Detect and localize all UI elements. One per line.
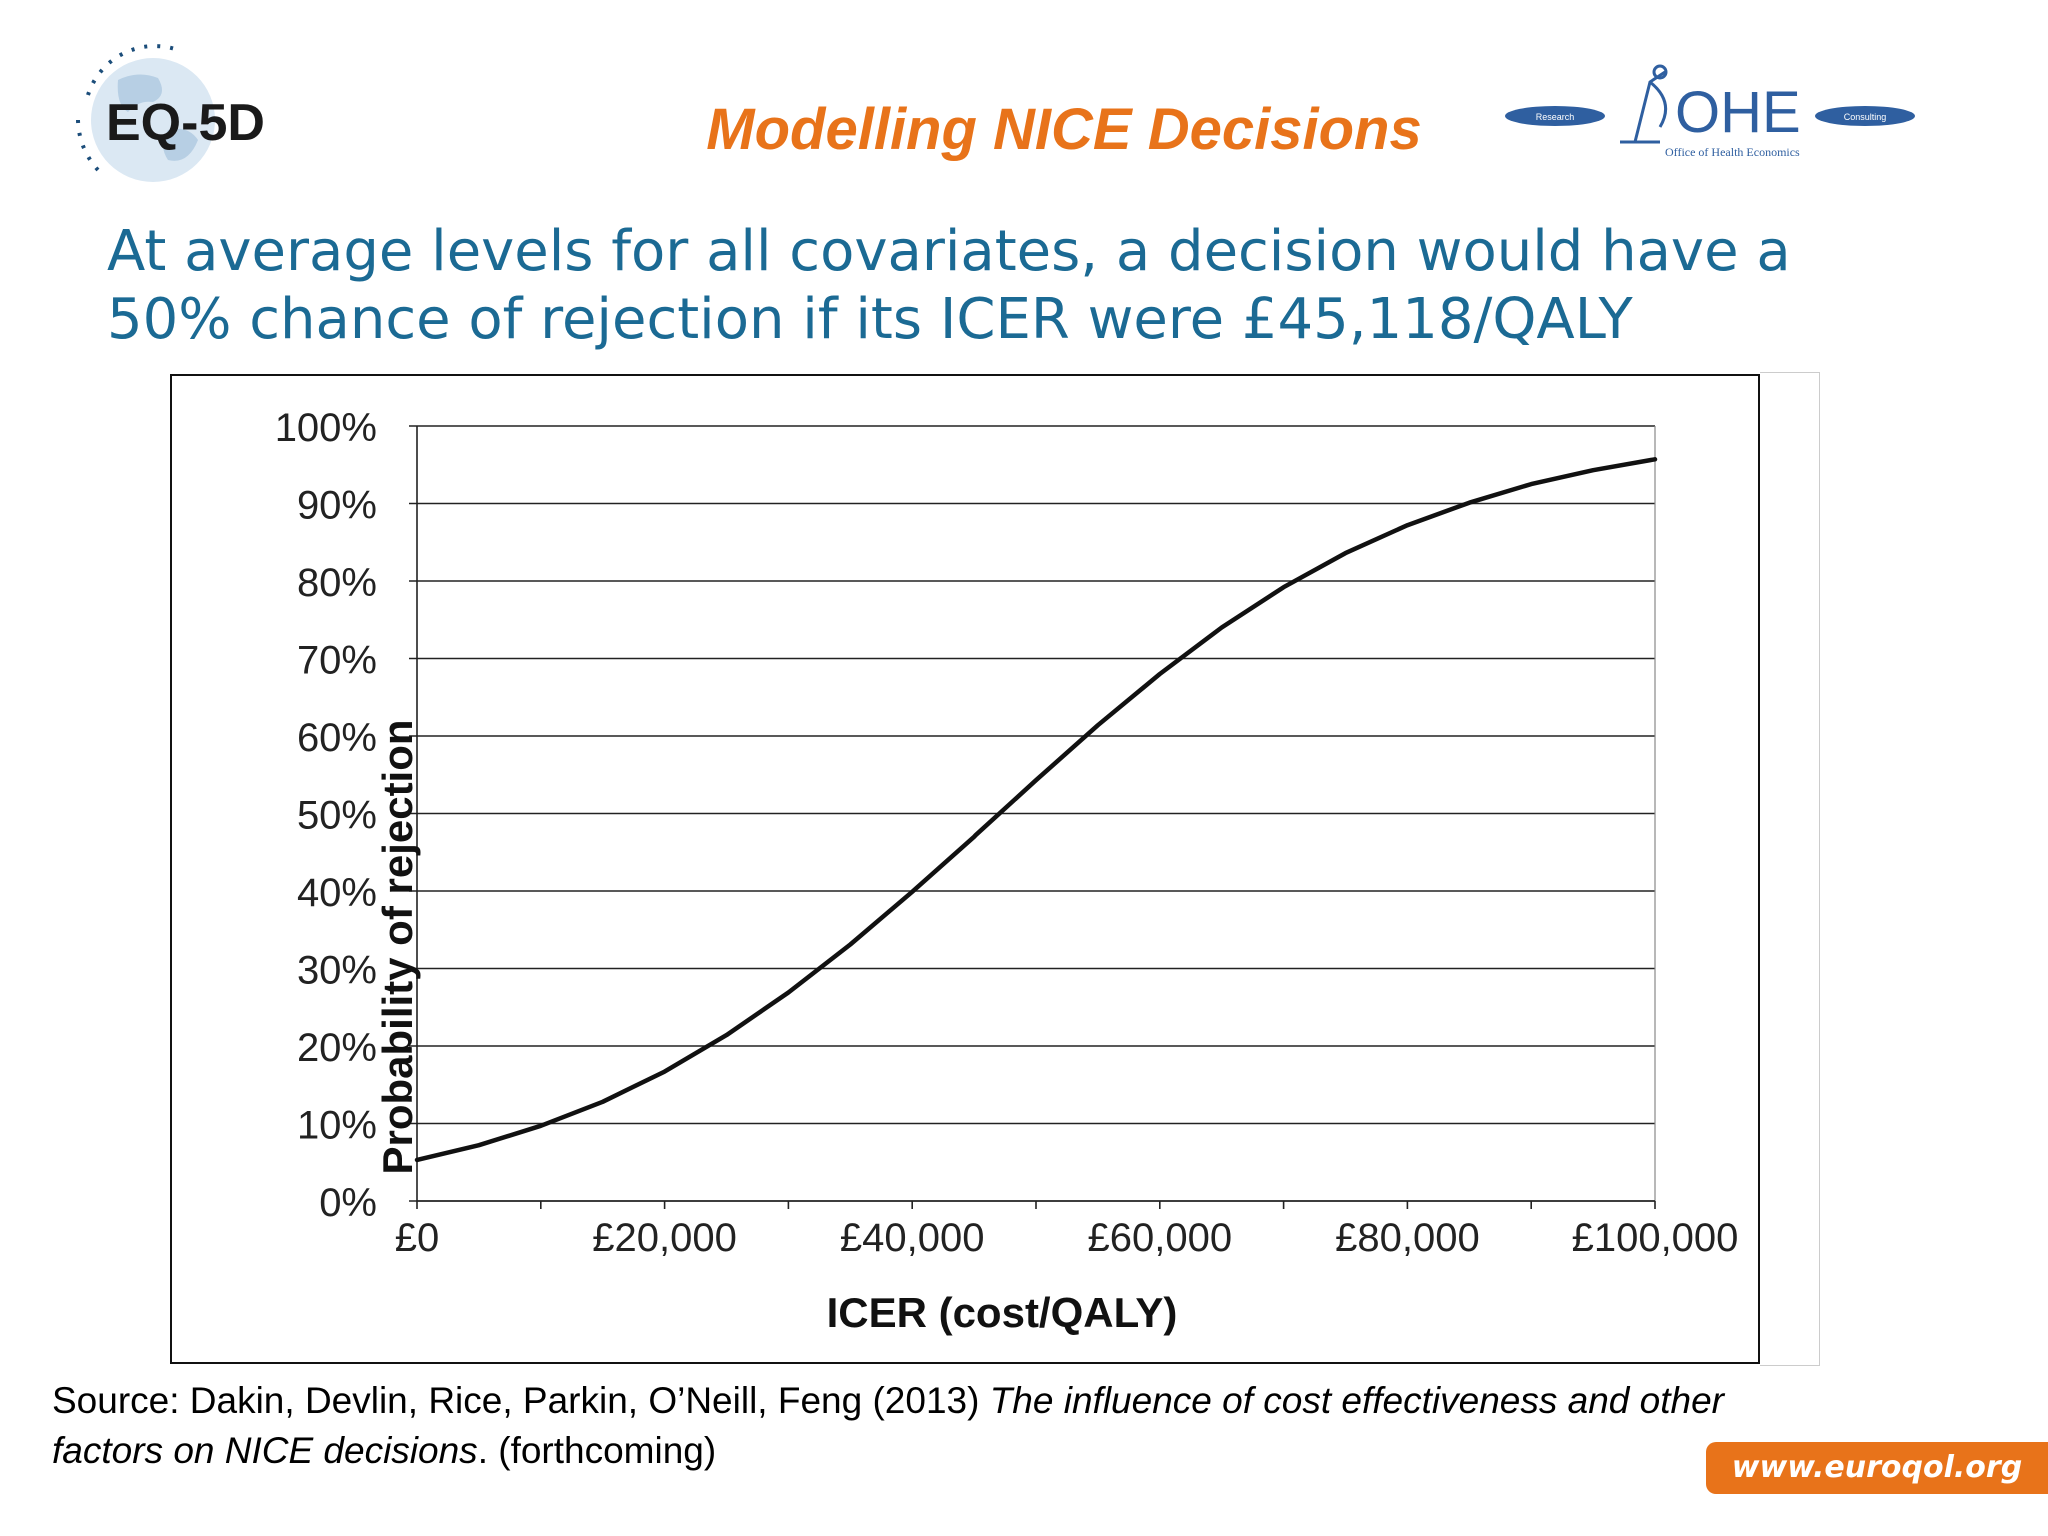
x-tick-label: £100,000 [1572,1216,1739,1260]
ohe-logo-subtitle: Office of Health Economics [1665,145,1800,159]
y-tick-label: 70% [297,639,377,683]
x-tick-label: £0 [395,1216,440,1260]
gridlines [409,425,1655,1202]
source-prefix: Source: Dakin, Devlin, Rice, Parkin, O’N… [52,1380,990,1421]
x-tick-label: £40,000 [840,1216,985,1260]
y-tick-label: 100% [275,406,377,450]
source-citation: Source: Dakin, Devlin, Rice, Parkin, O’N… [52,1376,1952,1476]
y-tick-label: 30% [297,949,377,993]
x-tick-label: £20,000 [592,1216,737,1260]
footer-url-link[interactable]: www.euroqol.org [1706,1442,2048,1494]
axes [416,426,1656,1209]
y-tick-label: 50% [297,794,377,838]
ohe-logo-text: OHE [1675,80,1801,145]
slide-title: Modelling NICE Decisions [0,96,2048,163]
rejection-probability-chart: 0% 10% 20% 30% 40% 50% 60% 70% 80% 90% 100% £0 £20,… [275,406,1739,1336]
y-tick-label: 80% [297,561,377,605]
source-suffix: . (forthcoming) [477,1430,717,1471]
series-line [414,457,1658,1163]
y-tick-label: 0% [319,1181,377,1225]
ohe-logo: Research Consulting OHE Office of Health… [1505,64,1915,159]
y-tick-label: 40% [297,871,377,915]
headline-line-1: At average levels for all covariates, a … [107,219,1791,284]
chart-frame [170,374,1760,1364]
y-tick-label: 10% [297,1104,377,1148]
globe-icon [76,44,215,182]
x-tick-label: £80,000 [1335,1216,1480,1260]
y-axis-label: Probability of rejection [374,719,421,1174]
headline: At average levels for all covariates, a … [107,218,1907,354]
y-tick-label: 90% [297,484,377,528]
x-axis-label: ICER (cost/QALY) [827,1289,1178,1336]
ohe-consulting-tag: Consulting [1844,112,1887,122]
eq5d-logo-text: EQ-5D [106,94,265,152]
series [414,457,1658,1163]
source-title-part2: factors on NICE decisions [52,1430,478,1471]
x-tick-label: £60,000 [1088,1216,1233,1260]
y-tick-labels: 0% 10% 20% 30% 40% 50% 60% 70% 80% 90% 100% [275,406,377,1225]
ohe-research-tag: Research [1536,112,1575,122]
microscope-icon [1620,64,1668,144]
y-tick-label: 60% [297,716,377,760]
eq5d-logo: EQ-5D [76,44,265,182]
chart-frame-shadow [1760,372,1820,1366]
x-tick-labels: £0 £20,000 £40,000 £60,000 £80,000 £100,000 [395,1216,1739,1260]
slide-title-text: Modelling NICE Decisions [706,97,1422,162]
source-title-part1: The influence of cost effectiveness and … [989,1380,1724,1421]
headline-line-2: 50% chance of rejection if its ICER were… [107,287,1633,352]
y-tick-label: 20% [297,1026,377,1070]
